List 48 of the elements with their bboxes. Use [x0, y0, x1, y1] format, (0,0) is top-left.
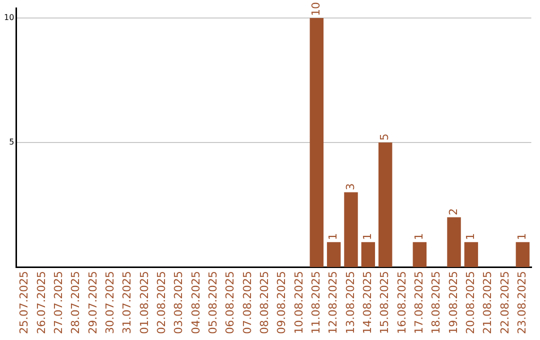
x-tick-label: 18.08.2025 — [430, 271, 443, 334]
bar — [447, 217, 461, 268]
bar — [464, 242, 478, 268]
x-tick-label: 01.08.2025 — [138, 271, 151, 334]
x-tick-label: 05.08.2025 — [206, 271, 220, 334]
bar — [412, 242, 427, 268]
data-label: 1 — [326, 233, 340, 240]
x-tick-label: 27.07.2025 — [52, 271, 65, 334]
x-tick-label: 11.08.2025 — [310, 271, 323, 334]
data-label: 1 — [361, 233, 374, 240]
x-tick-label: 28.07.2025 — [69, 271, 82, 334]
x-tick-label: 25.07.2025 — [18, 271, 31, 334]
data-label: 2 — [446, 208, 460, 216]
x-tick-label: 16.08.2025 — [395, 271, 408, 334]
data-label: 1 — [464, 233, 478, 240]
data-label: 5 — [378, 133, 392, 140]
bar — [378, 142, 392, 268]
bar — [361, 242, 376, 268]
x-tick-label: 31.07.2025 — [120, 271, 134, 334]
x-tick-label: 03.08.2025 — [172, 271, 186, 334]
x-tick-label: 15.08.2025 — [378, 271, 392, 334]
data-label: 3 — [344, 183, 357, 190]
data-label: 1 — [516, 233, 529, 240]
x-tick-label: 26.07.2025 — [34, 271, 48, 334]
x-tick-label: 20.08.2025 — [464, 271, 478, 334]
x-tick-label: 02.08.2025 — [154, 271, 168, 334]
x-tick-label: 06.08.2025 — [224, 271, 237, 334]
x-tick-label: 08.08.2025 — [258, 271, 272, 334]
x-tick-label: 09.08.2025 — [275, 271, 288, 334]
x-tick-label: 22.08.2025 — [498, 271, 512, 334]
bar — [326, 242, 341, 268]
x-tick-label: 30.07.2025 — [103, 271, 116, 334]
x-tick-label: 12.08.2025 — [326, 271, 340, 334]
x-tick-label: 17.08.2025 — [412, 271, 426, 334]
data-label: 1 — [412, 233, 426, 240]
x-tick-label: 19.08.2025 — [446, 271, 460, 334]
x-tick-label: 07.08.2025 — [240, 271, 254, 334]
x-tick-label: 04.08.2025 — [189, 271, 202, 334]
x-tick-label: 23.08.2025 — [516, 271, 529, 334]
bar — [310, 18, 324, 268]
x-tick-label: 10.08.2025 — [292, 271, 306, 334]
x-tick-label: 14.08.2025 — [361, 271, 374, 334]
x-tick-label: 21.08.2025 — [481, 271, 494, 334]
bar — [344, 192, 358, 268]
bar — [516, 242, 530, 268]
data-label: 10 — [310, 2, 323, 16]
x-tick-label: 13.08.2025 — [344, 271, 357, 334]
x-tick-label: 29.07.2025 — [86, 271, 100, 334]
